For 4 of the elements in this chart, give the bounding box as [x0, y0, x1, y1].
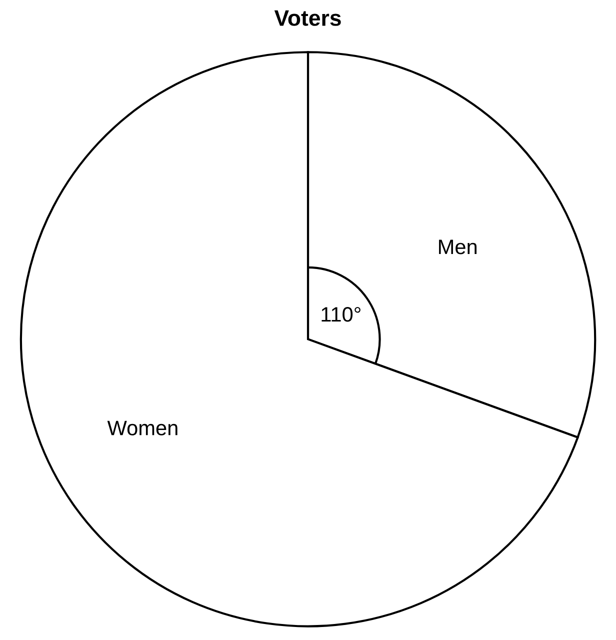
slice-label: Men [439, 240, 477, 254]
data-label: 110° [322, 306, 360, 322]
chart-title: Voters [274, 10, 341, 26]
slice-label: Women [107, 420, 178, 436]
